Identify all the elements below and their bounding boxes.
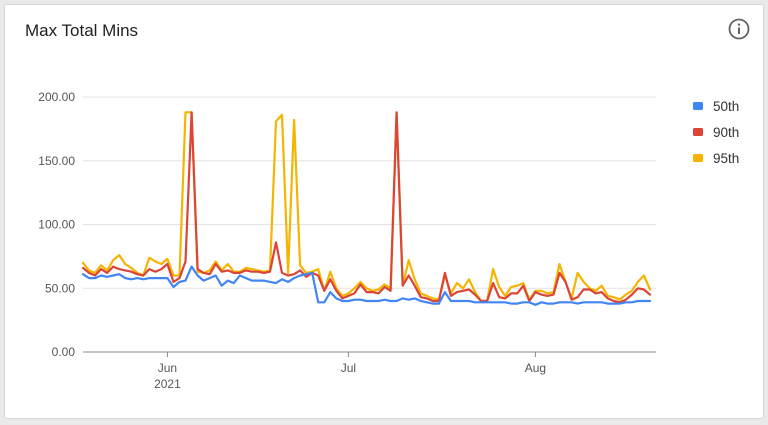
legend-swatch-90th [693,128,703,136]
y-axis-ticks: 0.00 50.00 100.00 150.00 200.00 [38,90,75,359]
x-tick-sublabel: 2021 [154,377,181,391]
info-circle-icon[interactable] [727,17,751,41]
x-axis-ticks: Jun 2021 Jul Aug [154,352,546,391]
series-line-95th[interactable] [81,111,652,303]
legend-label[interactable]: 90th [713,125,739,140]
legend-label[interactable]: 95th [713,151,739,166]
chart-legend: 50th 90th 95th [693,99,739,166]
chart-series [81,111,652,306]
series-line-90th[interactable] [81,111,652,304]
card-title: Max Total Mins [25,21,139,40]
legend-label[interactable]: 50th [713,99,739,114]
chart-card: Max Total Mins 0.00 50.00 100.00 150.00 200.… [4,4,764,419]
x-tick-label: Jul [341,361,356,375]
y-tick-label: 150.00 [38,154,75,168]
legend-swatch-95th [693,154,703,162]
y-tick-label: 50.00 [45,281,75,295]
y-tick-label: 100.00 [38,218,75,232]
line-chart: 0.00 50.00 100.00 150.00 200.00 Jun 2021 Jul Au… [38,90,739,391]
series-line-50th[interactable] [81,265,652,306]
chart-grid [83,96,656,353]
x-tick-label: Jun [158,361,177,375]
x-tick-label: Aug [525,361,546,375]
y-tick-label: 0.00 [52,345,76,359]
legend-swatch-50th [693,102,703,110]
y-tick-label: 200.00 [38,90,75,104]
